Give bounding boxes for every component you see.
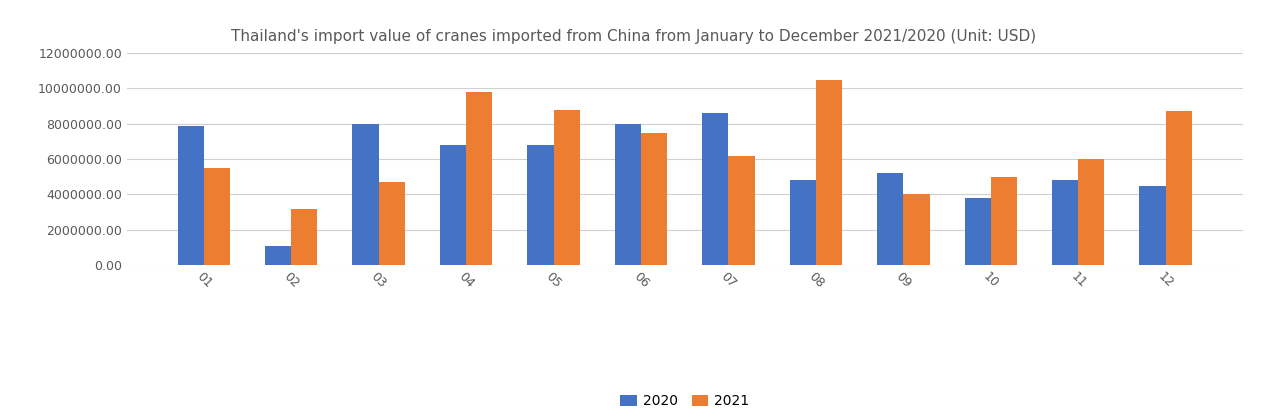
- Text: Thailand's import value of cranes imported from China from January to December 2: Thailand's import value of cranes import…: [232, 29, 1036, 44]
- Bar: [440, 145, 467, 265]
- Bar: [1165, 111, 1192, 265]
- Bar: [642, 133, 667, 265]
- Bar: [990, 177, 1017, 265]
- Bar: [903, 195, 929, 265]
- Bar: [178, 126, 204, 265]
- Bar: [292, 208, 317, 265]
- Bar: [527, 145, 554, 265]
- Bar: [353, 124, 379, 265]
- Legend: 2020, 2021: 2020, 2021: [615, 389, 754, 408]
- Bar: [702, 113, 728, 265]
- Bar: [204, 168, 230, 265]
- Bar: [1078, 159, 1104, 265]
- Bar: [467, 92, 492, 265]
- Bar: [379, 182, 404, 265]
- Bar: [877, 173, 903, 265]
- Bar: [815, 80, 842, 265]
- Bar: [790, 180, 815, 265]
- Bar: [965, 198, 990, 265]
- Bar: [554, 110, 579, 265]
- Bar: [265, 246, 292, 265]
- Bar: [728, 155, 754, 265]
- Bar: [1052, 180, 1078, 265]
- Bar: [615, 124, 642, 265]
- Bar: [1140, 186, 1165, 265]
